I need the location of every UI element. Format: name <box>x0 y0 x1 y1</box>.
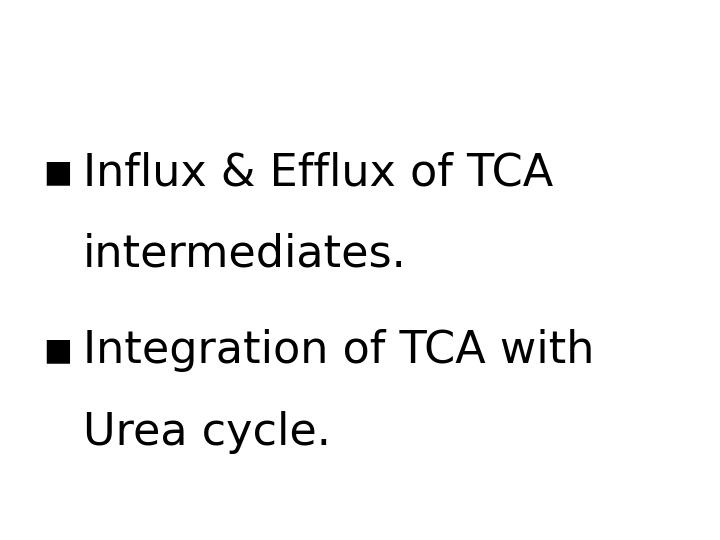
Text: ■: ■ <box>43 336 72 366</box>
Text: Urea cycle.: Urea cycle. <box>83 410 330 454</box>
Text: intermediates.: intermediates. <box>83 232 407 275</box>
Text: Influx & Efflux of TCA: Influx & Efflux of TCA <box>83 151 553 194</box>
Text: Integration of TCA with: Integration of TCA with <box>83 329 594 373</box>
Text: ■: ■ <box>43 158 72 187</box>
